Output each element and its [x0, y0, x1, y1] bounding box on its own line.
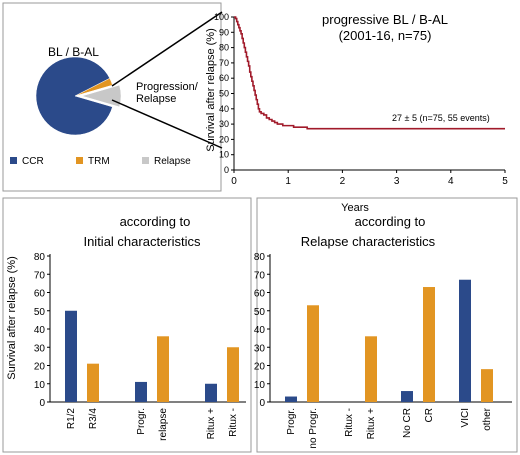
pie-chart: BL / B-AL Progression/ Relapse: [35, 45, 199, 136]
relapse-bar: [307, 305, 319, 402]
relapse-bar: [481, 369, 493, 402]
initial-y-tick-label: 50: [34, 307, 46, 318]
top-left-panel: [2, 2, 222, 192]
bar2-title-line1: according to: [355, 214, 426, 229]
initial-y-tick-label: 40: [34, 325, 46, 336]
relapse-bar: [423, 287, 435, 402]
initial-category-label: Progr.: [136, 408, 147, 435]
legend-swatch-ccr: [10, 157, 17, 164]
bottom-right-panel: [256, 197, 518, 453]
km-y-tick-label: 10: [219, 150, 229, 160]
km-title-line1: progressive BL / B-AL: [322, 12, 448, 27]
initial-y-tick-label: 0: [39, 398, 45, 409]
initial-bar: [227, 347, 239, 402]
relapse-bar: [365, 336, 377, 402]
initial-bar: [135, 381, 147, 402]
legend-swatch-relapse: [142, 157, 149, 164]
bar1-y-axis-label: Survival after relapse (%): [6, 256, 18, 380]
pie-slice-ccr: [35, 56, 113, 136]
km-y-tick-label: 0: [224, 165, 229, 175]
relapse-y-tick-label: 30: [254, 343, 266, 354]
pie-callout-line2: Relapse: [136, 93, 176, 105]
initial-y-tick-label: 80: [34, 252, 46, 263]
initial-y-tick-label: 30: [34, 343, 46, 354]
relapse-characteristics-chart: according to Relapse characteristics 0 10…: [254, 214, 512, 449]
km-y-tick-label: 20: [219, 134, 229, 144]
relapse-bar: [459, 279, 471, 402]
km-y-tick-label: 50: [219, 89, 229, 99]
relapse-category-label: CR: [424, 408, 435, 422]
zoom-line-bottom: [111, 99, 223, 149]
km-y-tick-label: 40: [219, 104, 229, 114]
zoom-line-top: [111, 11, 223, 87]
relapse-category-label: Ritux -: [344, 408, 355, 437]
km-x-tick-label: 4: [448, 176, 454, 187]
initial-y-tick-label: 10: [34, 380, 46, 391]
initial-bar: [87, 363, 99, 402]
pie-callout-line1: Progression/: [136, 81, 199, 93]
bar1-title-line2: Initial characteristics: [83, 234, 201, 249]
relapse-bar: [285, 396, 297, 402]
initial-bar: [205, 383, 217, 402]
km-x-tick-label: 5: [502, 176, 508, 187]
initial-y-tick-label: 70: [34, 270, 46, 281]
legend-label-relapse: Relapse: [154, 156, 191, 167]
km-y-tick-label: 60: [219, 73, 229, 83]
relapse-category-label: Progr.: [286, 408, 297, 435]
relapse-bar: [401, 391, 413, 402]
km-x-tick-label: 3: [394, 176, 400, 187]
km-y-tick-label: 80: [219, 43, 229, 53]
initial-category-label: Ritux +: [206, 408, 217, 440]
initial-y-tick-label: 60: [34, 289, 46, 300]
km-title-line2: (2001-16, n=75): [339, 28, 432, 43]
km-y-axis-label: Survival after relapse (%): [205, 28, 217, 152]
relapse-y-tick-label: 80: [254, 252, 266, 263]
bottom-left-panel: [2, 197, 252, 453]
initial-category-label: Ritux -: [228, 408, 239, 437]
relapse-y-tick-label: 50: [254, 307, 266, 318]
relapse-y-tick-label: 0: [259, 398, 265, 409]
relapse-y-tick-label: 70: [254, 270, 266, 281]
km-plot: progressive BL / B-AL (2001-16, n=75) Su…: [205, 12, 508, 214]
bar2-title-line2: Relapse characteristics: [301, 234, 436, 249]
pie-legend: CCR TRM Relapse: [10, 156, 191, 167]
relapse-category-label: no Progr.: [308, 408, 319, 449]
legend-label-ccr: CCR: [22, 156, 44, 167]
initial-category-label: R3/4: [88, 408, 99, 430]
initial-bar: [65, 310, 77, 402]
legend-label-trm: TRM: [88, 156, 110, 167]
km-y-tick-label: 100: [214, 12, 229, 22]
km-annotation: 27 ± 5 (n=75, 55 events): [392, 113, 490, 123]
initial-category-label: relapse: [158, 408, 169, 441]
initial-y-tick-label: 20: [34, 362, 46, 373]
relapse-category-label: other: [482, 407, 493, 430]
relapse-y-tick-label: 20: [254, 362, 266, 373]
km-y-tick-label: 30: [219, 119, 229, 129]
bar1-title-line1: according to: [120, 214, 191, 229]
relapse-y-tick-label: 10: [254, 380, 266, 391]
relapse-y-tick-label: 40: [254, 325, 266, 336]
km-survival-curve: [234, 16, 505, 130]
pie-title: BL / B-AL: [48, 45, 99, 59]
km-y-tick-label: 90: [219, 27, 229, 37]
initial-bar: [157, 336, 169, 402]
km-y-tick-label: 70: [219, 58, 229, 68]
km-x-tick-label: 1: [285, 176, 291, 187]
relapse-category-label: No CR: [402, 408, 413, 438]
initial-category-label: R1/2: [66, 408, 77, 430]
km-x-tick-label: 2: [340, 176, 346, 187]
legend-swatch-trm: [76, 157, 83, 164]
relapse-y-tick-label: 60: [254, 289, 266, 300]
pie-slice-relapse: [81, 84, 122, 108]
initial-characteristics-chart: according to Initial characteristics Sur…: [6, 214, 246, 441]
km-x-axis-label: Years: [341, 202, 369, 214]
relapse-category-label: Ritux +: [366, 408, 377, 440]
km-x-tick-label: 0: [231, 176, 237, 187]
relapse-category-label: VICI: [460, 408, 471, 427]
